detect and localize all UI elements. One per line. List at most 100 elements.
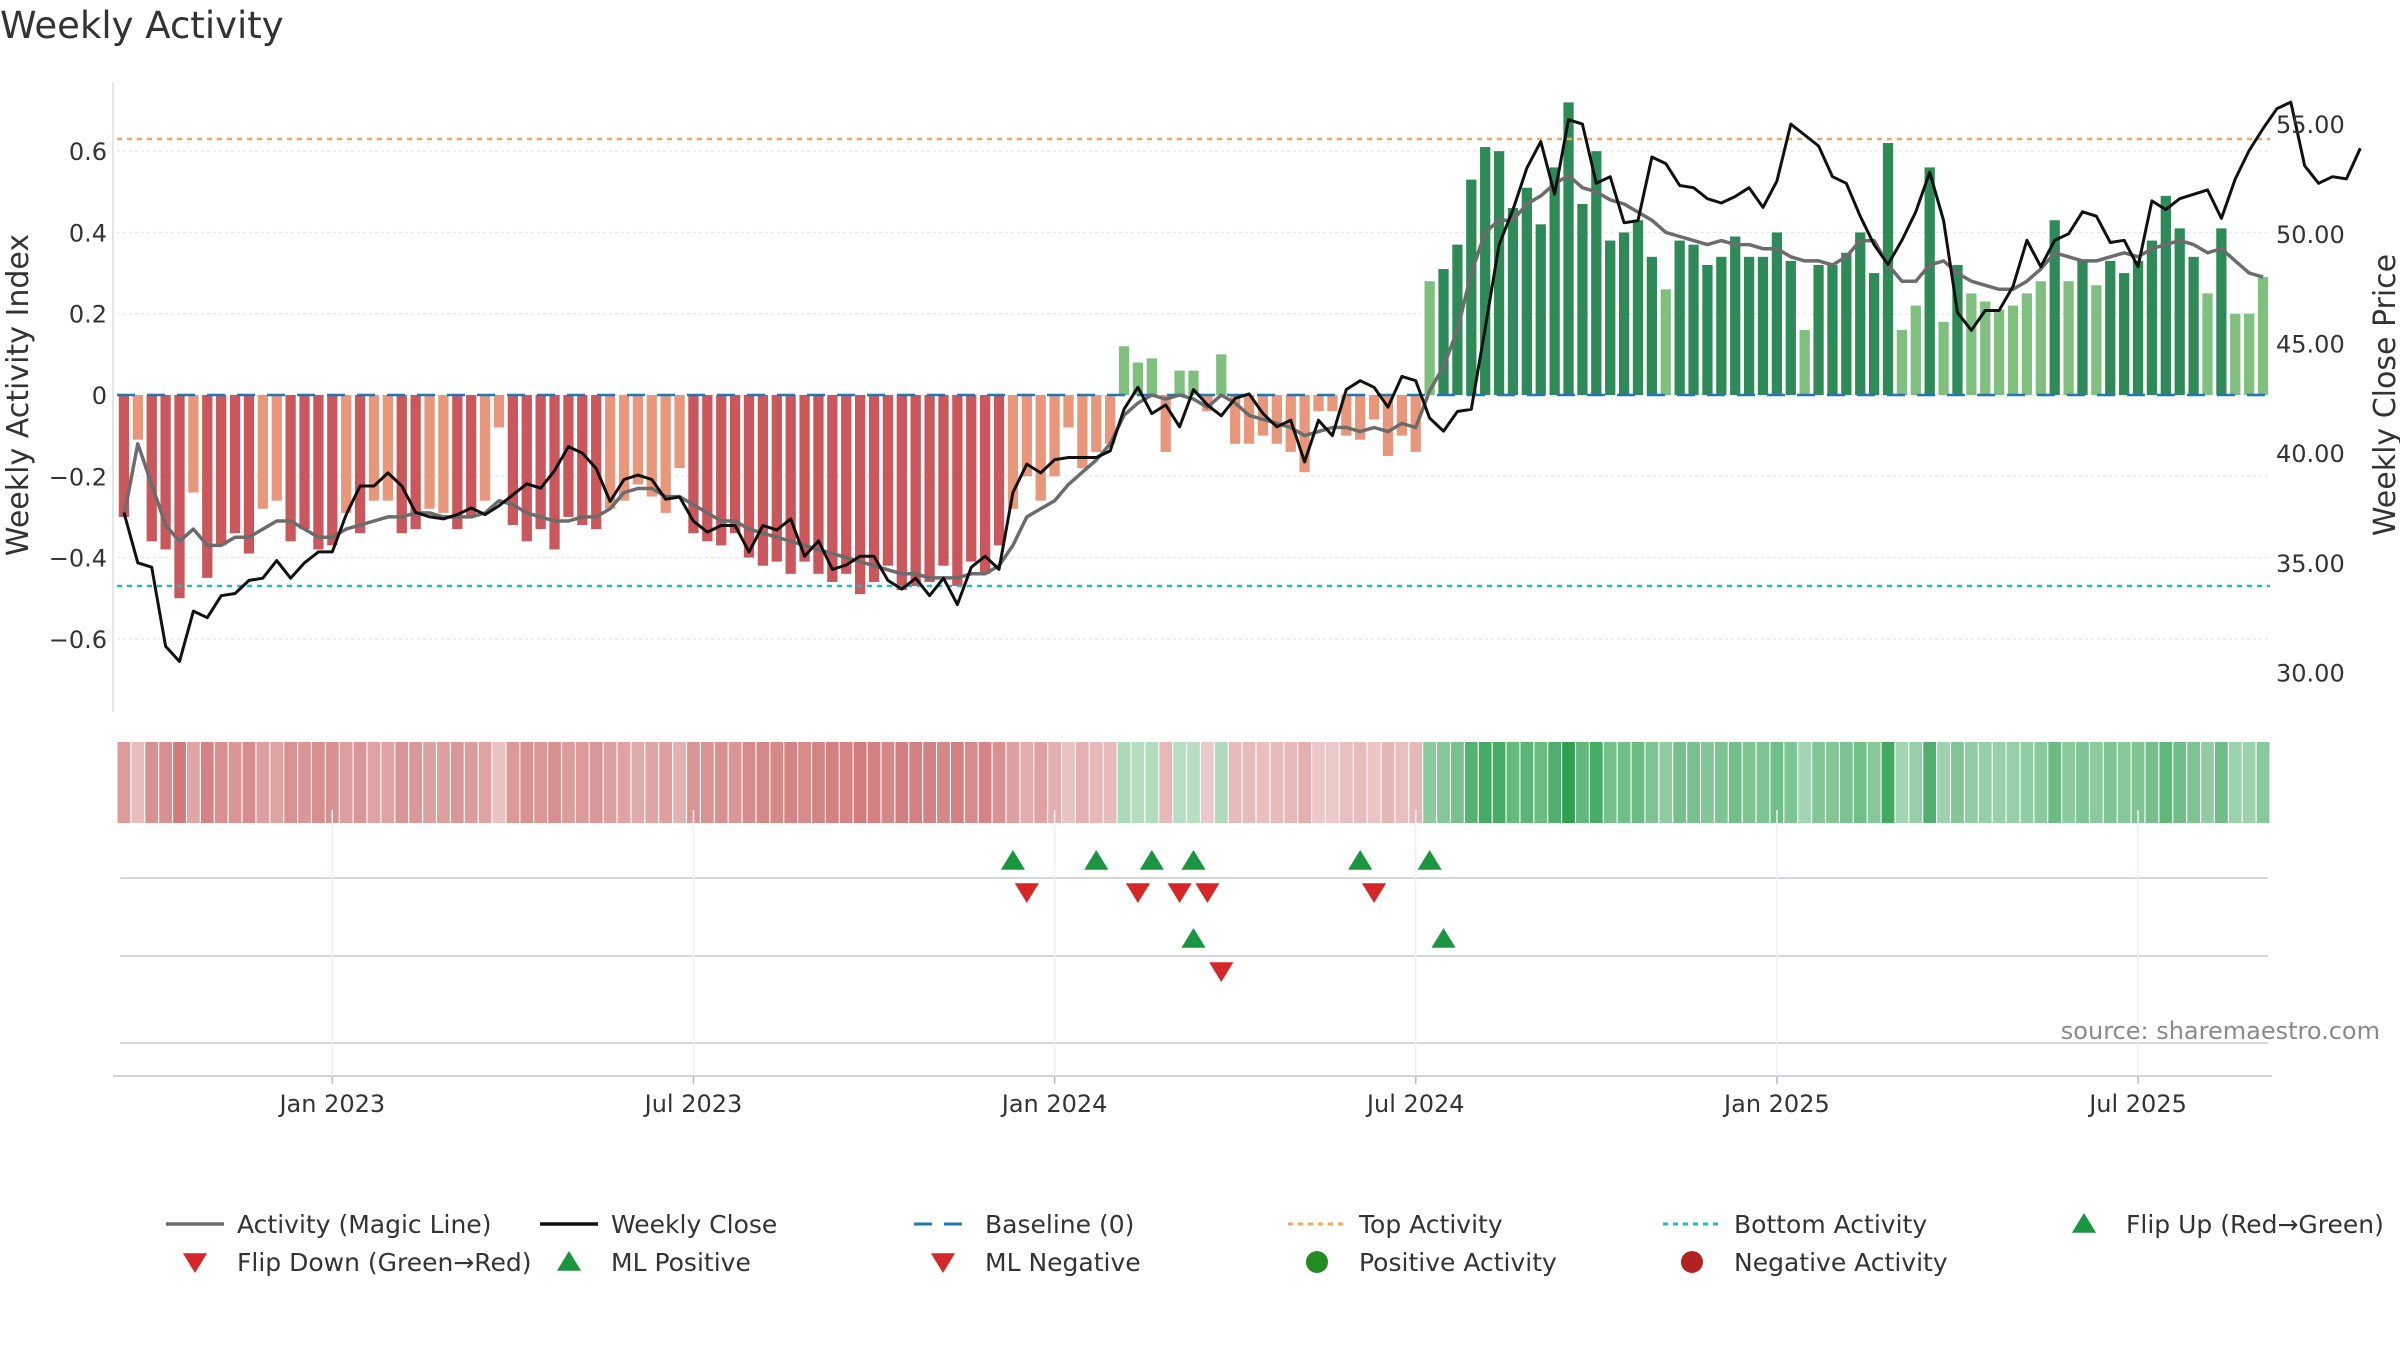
activity-bar [2105, 260, 2116, 395]
x-tick-label: Jul 2025 [2087, 1090, 2187, 1118]
left-tick-label: 0.4 [69, 219, 107, 247]
activity-bar [243, 395, 255, 554]
heatmap-cell [645, 742, 659, 823]
activity-bar [368, 395, 380, 501]
activity-bar [1993, 309, 2005, 395]
heatmap-cell [159, 742, 173, 823]
flip-up-marker [1348, 850, 1373, 870]
activity-bar [2202, 293, 2213, 395]
heatmap-cell [1423, 742, 1437, 823]
activity-bar [1188, 370, 1199, 395]
activity-bar [1480, 147, 1491, 395]
heatmap-cell [1617, 742, 1631, 823]
heatmap-cell [284, 742, 298, 823]
activity-bar [1910, 305, 1921, 395]
legend-label: Positive Activity [1359, 1248, 1557, 1277]
heatmap-cell [1506, 742, 1520, 823]
flip-up-marker [1181, 850, 1206, 870]
activity-bar [896, 395, 907, 591]
heatmap-cell [798, 742, 811, 823]
heatmap-cell [1006, 742, 1020, 823]
activity-bar [688, 395, 699, 534]
activity-bar [2119, 273, 2130, 395]
right-tick-label: 45.00 [2276, 330, 2345, 358]
heatmap-strip [117, 742, 2270, 823]
heatmap-cell [1103, 742, 1117, 823]
heatmap-cell [2076, 742, 2089, 823]
activity-bar [202, 395, 213, 578]
activity-bar [285, 395, 296, 542]
activity-bar [160, 395, 171, 550]
left-tick-label: 0 [92, 382, 107, 410]
activity-bar [1702, 264, 1713, 395]
heatmap-cell [589, 742, 603, 823]
source-note: source: sharemaestro.com [2061, 1017, 2380, 1045]
heatmap-cell [2187, 742, 2200, 823]
heatmap-cell [1187, 742, 1200, 823]
activity-bar [757, 395, 769, 566]
activity-bar [1146, 358, 1157, 395]
activity-bar [1035, 395, 1046, 501]
left-tick-label: −0.4 [49, 545, 107, 573]
activity-bar [1980, 301, 1991, 395]
flip-down-marker [1361, 883, 1387, 903]
activity-bar [966, 395, 977, 562]
heatmap-cell [909, 742, 923, 823]
heatmap-cell [1728, 742, 1742, 823]
heatmap-cell [714, 742, 728, 823]
activity-bar [313, 395, 324, 550]
activity-bar [1396, 395, 1407, 436]
activity-bar [1507, 208, 1519, 395]
activity-bar [1966, 293, 1977, 395]
ml-negative-marker [1209, 962, 1234, 982]
activity-bar [188, 395, 199, 493]
activity-bar [1646, 256, 1658, 395]
activity-bar [1341, 395, 1352, 436]
heatmap-cell [478, 742, 492, 823]
activity-bar [1924, 167, 1935, 395]
legend-label: Flip Up (Red→Green) [2126, 1210, 2384, 1239]
heatmap-cell [1034, 742, 1048, 823]
heatmap-cell [853, 742, 867, 823]
activity-bar [1493, 151, 1505, 395]
heatmap-cell [1687, 742, 1700, 823]
heatmap-cell [298, 742, 311, 823]
activity-bar [382, 395, 394, 501]
heatmap-cell [1909, 742, 1923, 823]
activity-bar [2063, 281, 2074, 395]
activity-bar [702, 395, 713, 542]
legend-label: Baseline (0) [985, 1210, 1134, 1239]
activity-bar [1730, 236, 1741, 395]
activity-bar [410, 395, 421, 530]
activity-bar [466, 395, 477, 517]
legend-item: Top Activity [1288, 1210, 1503, 1239]
legend-label: Top Activity [1358, 1210, 1503, 1239]
activity-bar [1105, 395, 1116, 444]
right-tick-label: 30.00 [2276, 660, 2345, 688]
heatmap-cell [1145, 742, 1159, 823]
heatmap-cell [1631, 742, 1645, 823]
heatmap-cell [1659, 742, 1673, 823]
heatmap-cell [506, 742, 520, 823]
activity-bar [1355, 395, 1366, 440]
heatmap-cell [839, 742, 853, 823]
heatmap-cell [1326, 742, 1339, 823]
heatmap-cell [700, 742, 714, 823]
activity-bar [2077, 260, 2088, 395]
activity-bar [1535, 224, 1546, 395]
activity-bar [1632, 220, 1644, 395]
heatmap-cell [1826, 742, 1839, 823]
activity-bars [118, 102, 2269, 599]
activity-bar [729, 395, 741, 534]
heatmap-cell [381, 742, 395, 823]
legend-swatch-ml-positive [556, 1251, 582, 1271]
activity-bar [229, 395, 241, 534]
activity-bar [882, 395, 894, 566]
flip-down-marker [1167, 883, 1192, 903]
heatmap-cell [187, 742, 200, 823]
heatmap-cell [1270, 742, 1284, 823]
activity-bar [354, 395, 366, 534]
left-tick-label: −0.2 [49, 463, 107, 491]
heatmap-cell [1159, 742, 1173, 823]
activity-bar [674, 395, 685, 469]
